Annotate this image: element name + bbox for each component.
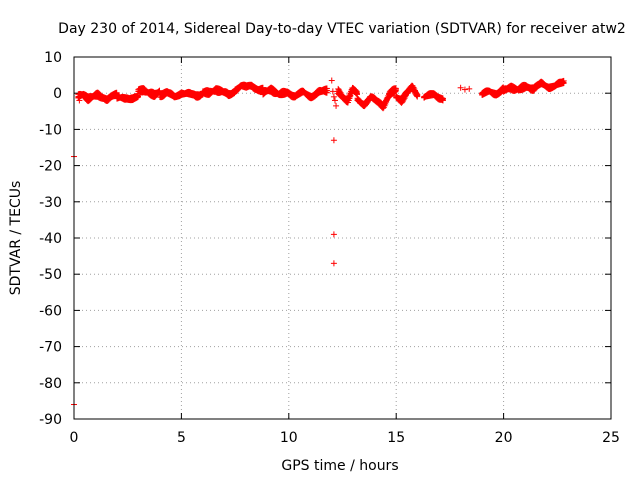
y-tick-label: -30 xyxy=(39,195,62,211)
x-axis-label: GPS time / hours xyxy=(281,458,398,474)
chart-title: Day 230 of 2014, Sidereal Day-to-day VTE… xyxy=(58,21,626,37)
y-axis-label: SDTVAR / TECUs xyxy=(8,181,24,296)
x-tick-label: 25 xyxy=(602,430,620,446)
data-point xyxy=(134,92,141,99)
y-tick-label: -90 xyxy=(39,412,62,428)
y-tick-label: -60 xyxy=(39,303,62,319)
x-tick-label: 20 xyxy=(495,430,513,446)
data-points xyxy=(71,77,567,408)
y-tick-label: -10 xyxy=(39,122,62,138)
grid-lines xyxy=(74,57,611,419)
x-tick-label: 0 xyxy=(70,430,79,446)
y-tick-label: -50 xyxy=(39,267,62,283)
y-tick-label: -40 xyxy=(39,231,62,247)
y-tick-label: -20 xyxy=(39,159,62,175)
y-tick-label: -80 xyxy=(39,376,62,392)
data-point xyxy=(323,85,330,92)
y-tick-label: 0 xyxy=(53,86,62,102)
y-tick-label: -70 xyxy=(39,340,62,356)
y-tick-label: 10 xyxy=(44,50,62,66)
x-tick-label: 15 xyxy=(387,430,405,446)
data-point xyxy=(353,90,360,97)
axis-ticks: 0 5 10 15 20 25 10 0 -10 -20 -30 -40 -50 -60 -70 -80 -90 xyxy=(39,50,620,446)
x-tick-label: 5 xyxy=(177,430,186,446)
x-tick-label: 10 xyxy=(280,430,298,446)
data-point xyxy=(439,97,446,104)
data-point xyxy=(414,93,421,100)
